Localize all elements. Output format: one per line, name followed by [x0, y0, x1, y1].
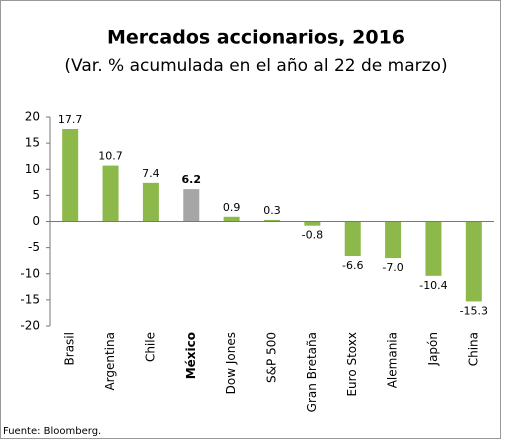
- value-label: 0.3: [263, 204, 281, 217]
- value-label: -10.4: [419, 279, 447, 292]
- value-label: -15.3: [460, 304, 488, 317]
- chart-title: Mercados accionarios, 2016: [107, 27, 405, 49]
- x-tick-label: S&P 500: [265, 332, 279, 383]
- bar: [344, 221, 361, 256]
- value-label: 10.7: [98, 150, 123, 163]
- bar: [465, 221, 482, 302]
- source-note: Fuente: Bloomberg.: [3, 426, 101, 437]
- x-tick-label: Euro Stoxx: [345, 332, 359, 397]
- y-tick-label: -10: [20, 266, 40, 280]
- value-label: 7.4: [142, 167, 160, 180]
- value-label: 17.7: [58, 113, 83, 126]
- value-label: 6.2: [182, 173, 202, 186]
- y-tick-label: 5: [32, 188, 40, 202]
- y-tick-label: 0: [32, 214, 40, 228]
- x-tick-label: Gran Bretaña: [305, 332, 319, 412]
- bar: [385, 221, 402, 259]
- y-tick-label: 15: [25, 136, 40, 150]
- x-tick-label: Argentina: [103, 332, 117, 391]
- value-label: -0.8: [302, 229, 323, 242]
- y-tick-label: 20: [25, 110, 40, 124]
- bar: [425, 221, 442, 276]
- chart-subtitle: (Var. % acumulada en el año al 22 de mar…: [64, 56, 447, 76]
- x-tick-label: Japón: [426, 332, 440, 366]
- value-label: -6.6: [342, 259, 363, 272]
- value-label: -7.0: [382, 261, 403, 274]
- x-tick-label: Brasil: [63, 332, 77, 365]
- bar: [264, 219, 280, 222]
- y-tick-label: -5: [28, 240, 40, 254]
- y-tick-label: 10: [25, 162, 40, 176]
- bar: [304, 221, 321, 226]
- bar: [102, 165, 119, 222]
- x-tick-label: México: [184, 332, 198, 379]
- value-label: 0.9: [223, 201, 241, 214]
- y-tick-label: -15: [20, 292, 40, 306]
- x-tick-label: Chile: [143, 332, 157, 362]
- bar: [223, 216, 240, 222]
- frame: [0, 0, 501, 439]
- x-tick-label: China: [466, 332, 480, 366]
- y-tick-label: -20: [20, 319, 40, 333]
- bar: [142, 182, 159, 222]
- bar: [62, 129, 79, 222]
- x-tick-label: Dow Jones: [224, 332, 238, 394]
- bar: [183, 189, 200, 222]
- x-tick-label: Alemania: [386, 332, 400, 388]
